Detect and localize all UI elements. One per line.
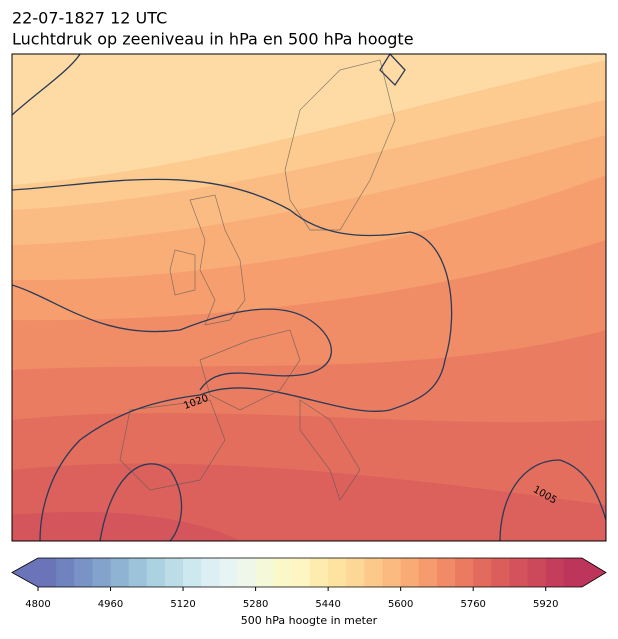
colorbar-segment (346, 558, 365, 587)
colorbar-segment (364, 558, 384, 587)
colorbar-segment (310, 558, 329, 587)
colorbar-segment (545, 558, 565, 587)
map-frame (11, 53, 607, 542)
colorbar-extend-low (12, 558, 38, 587)
colorbar-segment (38, 558, 57, 587)
colorbar-segment (436, 558, 456, 587)
date-title: 22-07-1827 12 UTC (12, 9, 167, 28)
colorbar-tick-label: 4960 (98, 599, 123, 610)
colorbar-tick-label: 5600 (388, 599, 413, 610)
colorbar-segment (527, 558, 547, 587)
colorbar-segment (219, 558, 238, 587)
colorbar-segment (455, 558, 474, 587)
colorbar-segment (237, 558, 257, 587)
colorbar-segment (491, 558, 510, 587)
colorbar-label: 500 hPa hoogte in meter (241, 614, 378, 627)
colorbar-segment (382, 558, 402, 587)
colorbar-tick-label: 5760 (460, 599, 485, 610)
colorbar-segment (74, 558, 93, 587)
colorbar-tick-label: 5280 (243, 599, 268, 610)
colorbar-segment (563, 558, 583, 587)
colorbar-segment (164, 558, 184, 587)
colorbar-tick-label: 4800 (25, 599, 50, 610)
colorbar-segment (146, 558, 166, 587)
colorbar-tick-label: 5120 (170, 599, 195, 610)
colorbar-segment (92, 558, 112, 587)
colorbar-segment (255, 558, 275, 587)
colorbar-segment (509, 558, 529, 587)
colorbar-tick-label: 5920 (533, 599, 558, 610)
colorbar-segment (56, 558, 75, 587)
colorbar-extend-high (582, 558, 606, 587)
colorbar-segment (328, 558, 347, 587)
colorbar-segment (418, 558, 438, 587)
colorbar-segment (273, 558, 293, 587)
colorbar-segment (400, 558, 420, 587)
colorbar-segment (473, 558, 492, 587)
colorbar-segment (183, 558, 202, 587)
map-title: Luchtdruk op zeeniveau in hPa en 500 hPa… (12, 30, 414, 49)
colorbar-segment (128, 558, 148, 587)
colorbar-segment (201, 558, 220, 587)
colorbar-segment (110, 558, 130, 587)
colorbar: 4800 4960 5120 5280 5440 5600 5760 5920 (11, 557, 607, 610)
colorbar-segment (291, 558, 311, 587)
colorbar-tick-label: 5440 (315, 599, 340, 610)
map: 1020 1005 (12, 54, 606, 541)
